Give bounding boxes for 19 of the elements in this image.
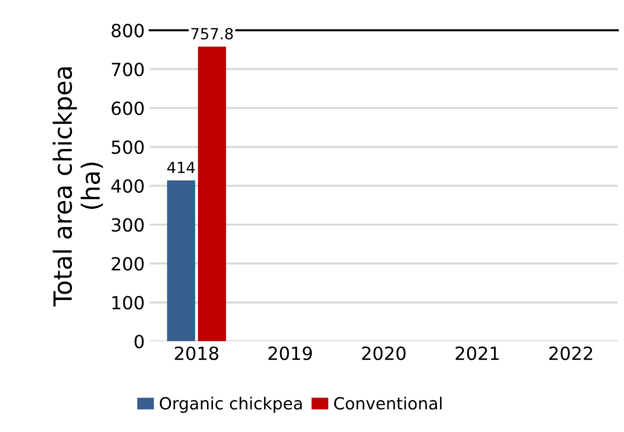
y-axis-title: Total area chickpea (ha) bbox=[52, 67, 103, 307]
legend-label: Conventional bbox=[334, 396, 442, 410]
data-label: 414 bbox=[167, 162, 195, 173]
y-tick-label: 0 bbox=[134, 334, 144, 348]
x-tick-label: 2022 bbox=[549, 346, 592, 360]
y-tick-label: 700 bbox=[112, 62, 144, 76]
y-tick-label: 200 bbox=[112, 256, 144, 271]
y-tick-label: 400 bbox=[111, 179, 144, 193]
x-tick-label: 2021 bbox=[456, 346, 499, 360]
legend-label: Organic chickpea bbox=[160, 396, 302, 413]
x-tick-label: 2019 bbox=[268, 346, 312, 360]
data-label: 757.8 bbox=[191, 28, 233, 40]
x-tick-label: 2020 bbox=[362, 346, 406, 360]
y-tick-label: 800 bbox=[112, 24, 144, 38]
x-tick-label: 2018 bbox=[174, 346, 218, 360]
y-tick-label: 500 bbox=[112, 140, 144, 154]
y-tick-label: 100 bbox=[112, 296, 144, 310]
y-tick-label: 300 bbox=[112, 218, 144, 232]
y-tick-label: 600 bbox=[112, 101, 144, 116]
